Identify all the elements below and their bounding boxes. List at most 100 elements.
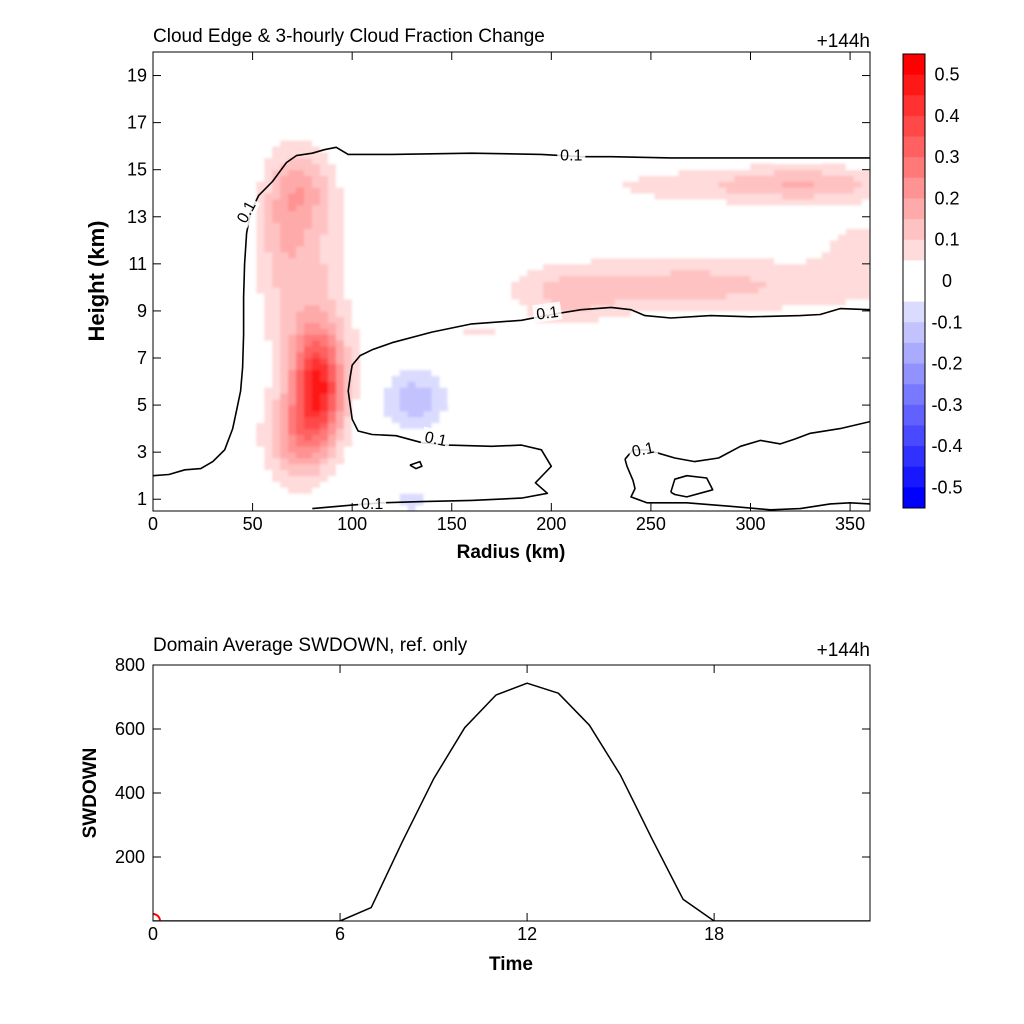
heat-cell bbox=[678, 169, 688, 176]
heat-cell bbox=[280, 210, 289, 218]
heat-cell bbox=[343, 351, 353, 359]
colorbar-tick-label: -0.5 bbox=[931, 477, 962, 497]
heat-cell bbox=[471, 340, 480, 347]
heat-cell bbox=[383, 404, 393, 412]
heat-cell bbox=[710, 187, 719, 194]
heat-cell bbox=[327, 469, 337, 476]
heat-cell bbox=[774, 257, 783, 265]
heat-cell bbox=[487, 316, 496, 323]
heat-cell bbox=[407, 422, 417, 429]
heat-cell bbox=[758, 310, 767, 318]
heat-cell bbox=[758, 204, 767, 212]
heat-cell bbox=[296, 187, 305, 194]
heat-cell bbox=[431, 410, 441, 418]
heat-cell bbox=[622, 181, 632, 188]
heat-cell bbox=[264, 428, 273, 435]
heat-cell bbox=[813, 169, 823, 176]
heat-cell bbox=[304, 169, 313, 176]
heat-cell bbox=[694, 169, 703, 176]
heat-cell bbox=[296, 328, 305, 335]
heat-cell bbox=[327, 234, 337, 241]
heat-cell bbox=[327, 357, 337, 365]
heat-cell bbox=[742, 287, 751, 294]
heat-cell bbox=[678, 187, 688, 194]
heat-cell bbox=[288, 328, 297, 335]
heat-cell bbox=[256, 281, 265, 288]
heat-cell bbox=[280, 457, 289, 465]
heat-cell bbox=[654, 263, 664, 271]
heat-cell bbox=[606, 316, 616, 323]
heat-cell bbox=[813, 304, 823, 312]
heat-cell bbox=[304, 410, 313, 418]
heat-cell bbox=[264, 145, 273, 153]
heat-cell bbox=[343, 204, 353, 212]
heat-cell bbox=[288, 410, 297, 418]
heat-cell bbox=[335, 440, 345, 447]
heat-cell bbox=[543, 322, 552, 329]
heat-cell bbox=[391, 487, 401, 494]
heat-cell bbox=[742, 181, 751, 188]
heat-cell bbox=[296, 469, 305, 476]
heat-cell bbox=[543, 281, 552, 288]
heat-cell bbox=[335, 234, 345, 241]
heat-cell bbox=[320, 381, 329, 388]
heat-cell bbox=[320, 357, 329, 365]
heat-cell bbox=[654, 169, 664, 176]
heat-cell bbox=[296, 228, 305, 235]
heat-cell bbox=[837, 181, 847, 188]
heat-cell bbox=[280, 316, 289, 323]
heat-cell bbox=[288, 157, 297, 165]
heat-cell bbox=[439, 398, 449, 406]
heat-cell bbox=[320, 345, 329, 353]
heat-cell bbox=[670, 198, 680, 206]
heat-cell bbox=[343, 375, 353, 382]
heat-cell bbox=[423, 381, 433, 388]
heat-cell bbox=[829, 228, 839, 235]
heat-cell bbox=[256, 404, 265, 412]
heat-cell bbox=[320, 181, 329, 188]
heat-cell bbox=[256, 340, 265, 347]
heat-cell bbox=[320, 287, 329, 294]
heat-cell bbox=[312, 410, 321, 418]
heat-cell bbox=[670, 281, 680, 288]
heat-cell bbox=[296, 304, 305, 312]
heat-cell bbox=[343, 322, 353, 329]
heat-cell bbox=[256, 298, 265, 306]
heat-cell bbox=[766, 204, 775, 212]
heat-cell bbox=[503, 316, 512, 323]
heat-cell bbox=[582, 310, 592, 318]
heat-cell bbox=[272, 457, 281, 465]
heat-cell bbox=[320, 210, 329, 218]
heat-cell bbox=[750, 192, 759, 200]
heat-cell bbox=[288, 181, 297, 188]
heat-cell bbox=[264, 169, 273, 176]
heat-cell bbox=[829, 287, 839, 294]
heat-cell bbox=[335, 410, 345, 418]
heat-cell bbox=[232, 481, 241, 488]
heat-cell bbox=[662, 175, 672, 182]
heat-cell bbox=[734, 257, 743, 265]
heat-cell bbox=[415, 322, 425, 329]
heat-cell bbox=[527, 275, 536, 282]
heat-cell bbox=[598, 263, 608, 271]
heat-cell bbox=[280, 292, 289, 300]
heat-cell bbox=[805, 263, 815, 271]
heat-cell bbox=[622, 310, 632, 318]
heat-cell bbox=[726, 287, 735, 294]
heat-cell bbox=[407, 363, 417, 371]
heat-cell bbox=[798, 292, 807, 300]
heat-cell bbox=[638, 281, 648, 288]
heat-cell bbox=[590, 410, 600, 418]
heat-cell bbox=[280, 263, 289, 271]
heat-cell bbox=[694, 292, 703, 300]
heat-cell bbox=[718, 175, 727, 182]
heat-cell bbox=[726, 198, 735, 206]
heat-cell bbox=[327, 416, 337, 424]
heat-cell bbox=[415, 393, 425, 400]
heat-cell bbox=[511, 334, 520, 341]
heat-cell bbox=[335, 263, 345, 271]
heat-cell bbox=[343, 240, 353, 247]
heat-cell bbox=[782, 287, 791, 294]
heat-cell bbox=[837, 292, 847, 300]
heat-cell bbox=[726, 169, 735, 176]
